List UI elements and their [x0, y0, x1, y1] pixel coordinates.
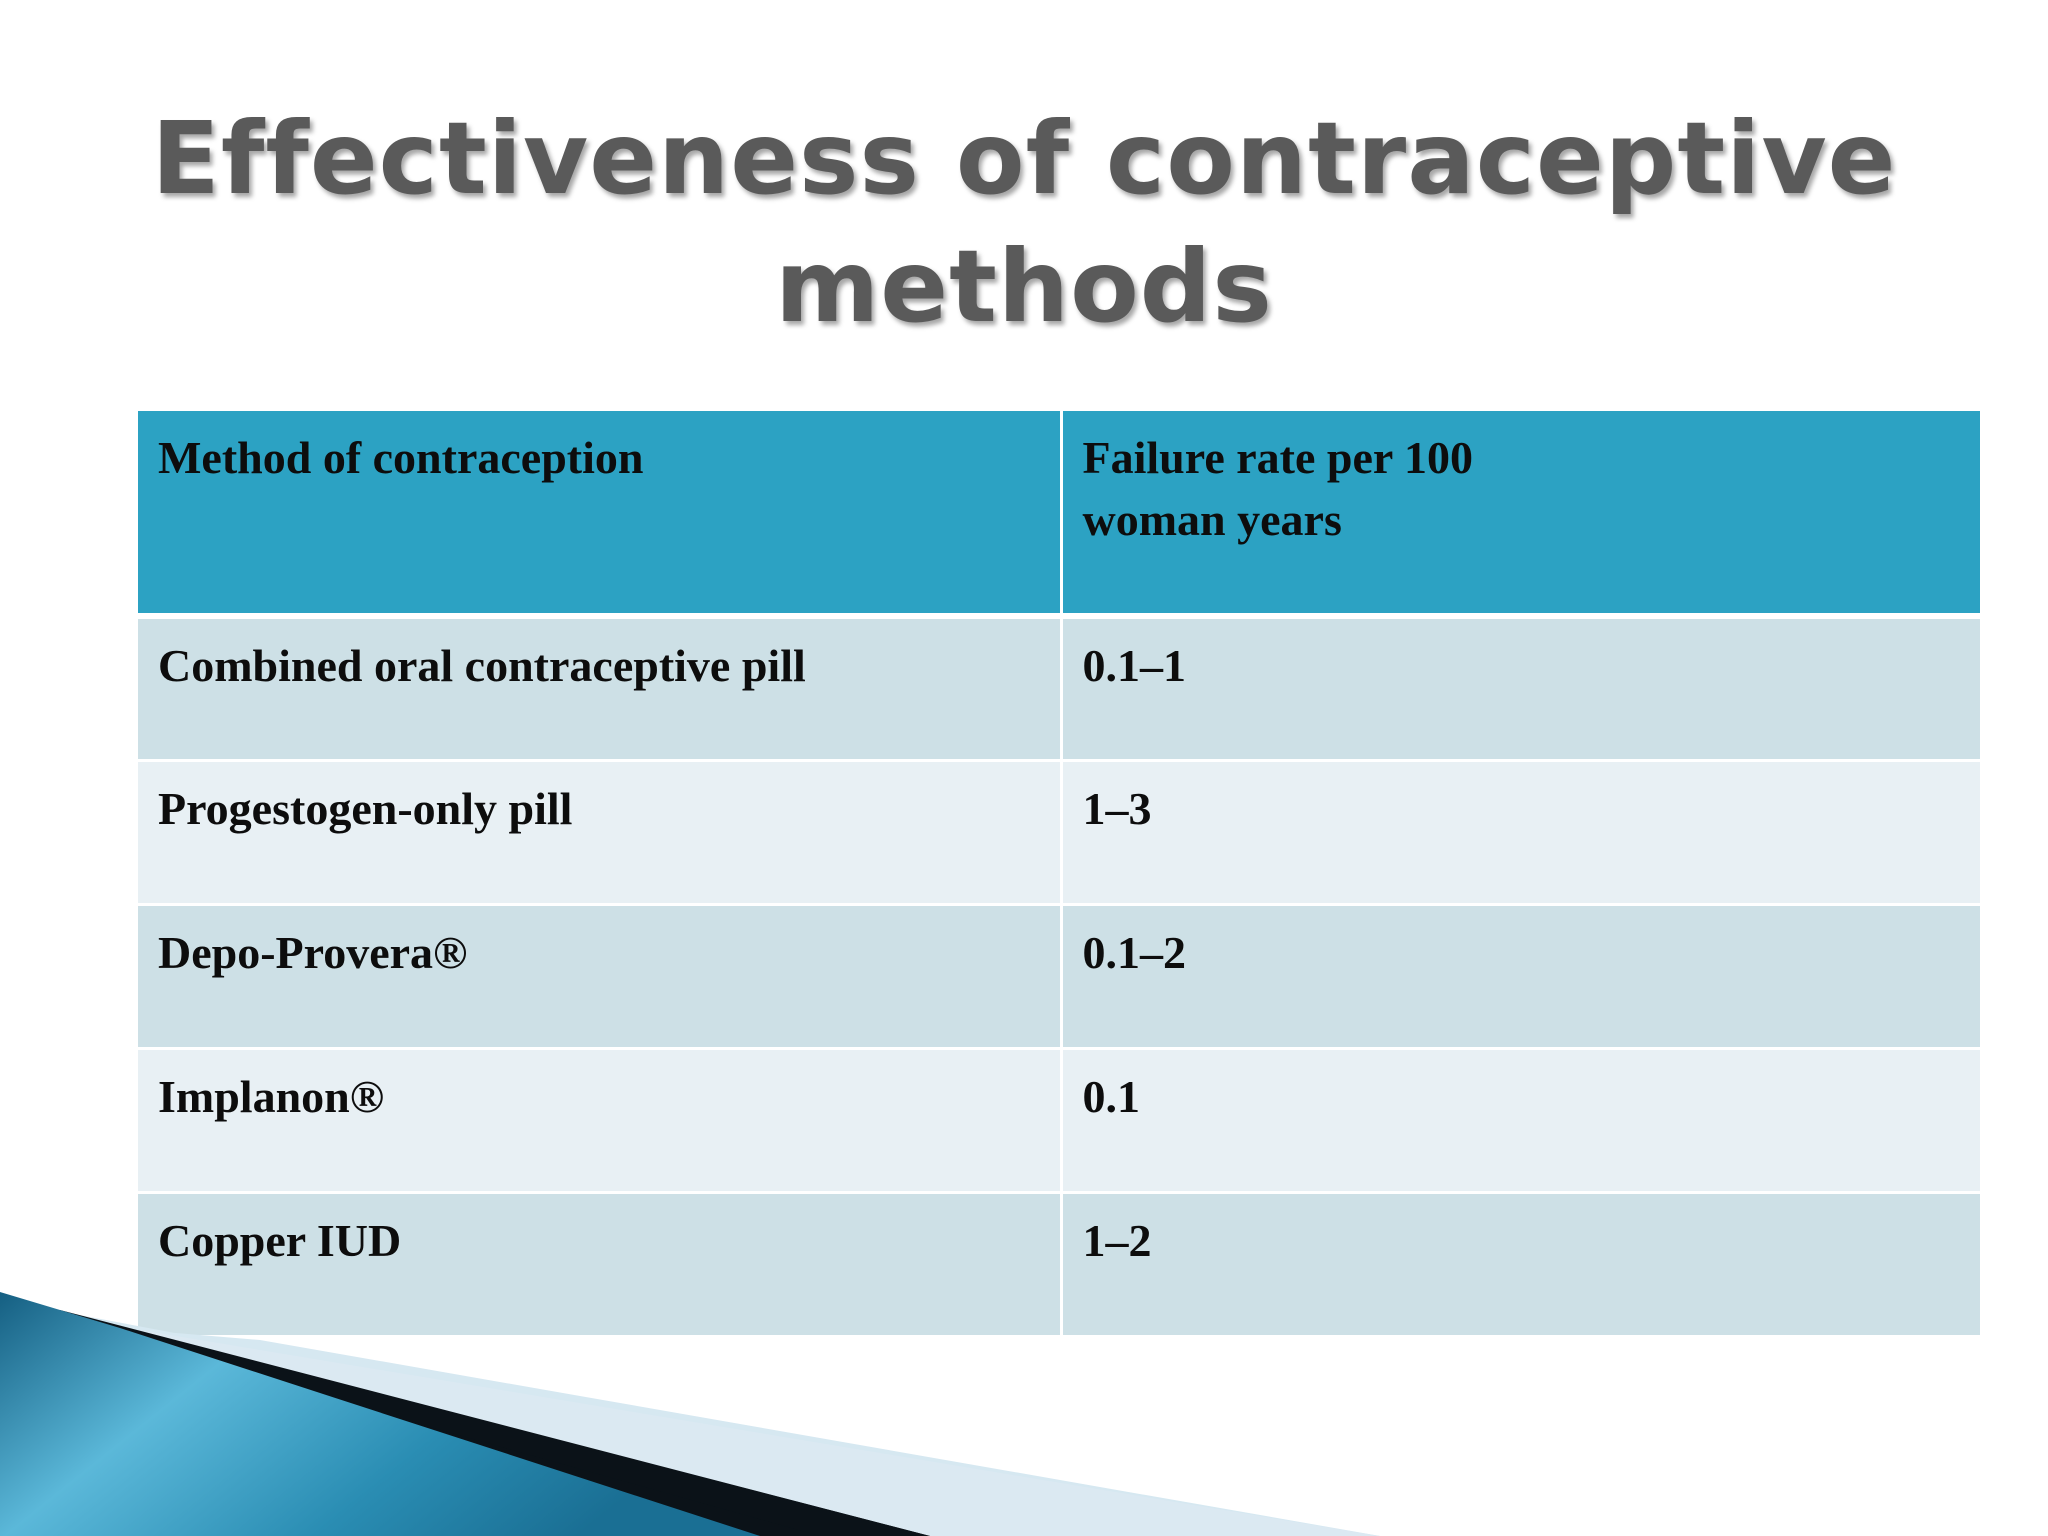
header-failure-rate-line-2: woman years	[1082, 494, 1342, 545]
table-row: Implanon® 0.1	[138, 1048, 1980, 1194]
cell-method: Copper IUD	[138, 1192, 1063, 1338]
effectiveness-table-wrapper: Method of contraception Failure rate per…	[138, 411, 1980, 1338]
table-row: Progestogen-only pill 1–3	[138, 760, 1980, 906]
slide-title-line-1: Effectiveness of contraceptive	[151, 100, 1897, 217]
header-method: Method of contraception	[138, 411, 1063, 619]
cell-method: Depo-Provera®	[138, 904, 1063, 1050]
header-failure-rate: Failure rate per 100 woman years	[1061, 411, 1980, 619]
effectiveness-table: Method of contraception Failure rate per…	[138, 411, 1980, 1338]
header-failure-rate-line-1: Failure rate per 100	[1082, 432, 1473, 483]
table-header-row: Method of contraception Failure rate per…	[138, 411, 1980, 619]
table-row: Copper IUD 1–2	[138, 1192, 1980, 1338]
cell-method: Implanon®	[138, 1048, 1063, 1194]
table-header: Method of contraception Failure rate per…	[138, 411, 1980, 619]
slide-title-line-2: methods	[775, 228, 1273, 345]
table-body: Combined oral contraceptive pill 0.1–1 P…	[138, 616, 1980, 1338]
cell-rate: 0.1–1	[1061, 616, 1980, 762]
swoosh-light-band-2	[0, 1320, 1380, 1536]
cell-method: Combined oral contraceptive pill	[138, 616, 1063, 762]
cell-rate: 0.1–2	[1061, 904, 1980, 1050]
cell-rate: 1–2	[1061, 1192, 1980, 1338]
cell-rate: 1–3	[1061, 760, 1980, 906]
table-row: Depo-Provera® 0.1–2	[138, 904, 1980, 1050]
cell-method: Progestogen-only pill	[138, 760, 1063, 906]
slide-title: Effectiveness of contraceptive methods	[0, 95, 2048, 351]
table-row: Combined oral contraceptive pill 0.1–1	[138, 616, 1980, 762]
swoosh-dark-wedge-2	[40, 1310, 930, 1536]
cell-rate: 0.1	[1061, 1048, 1980, 1194]
